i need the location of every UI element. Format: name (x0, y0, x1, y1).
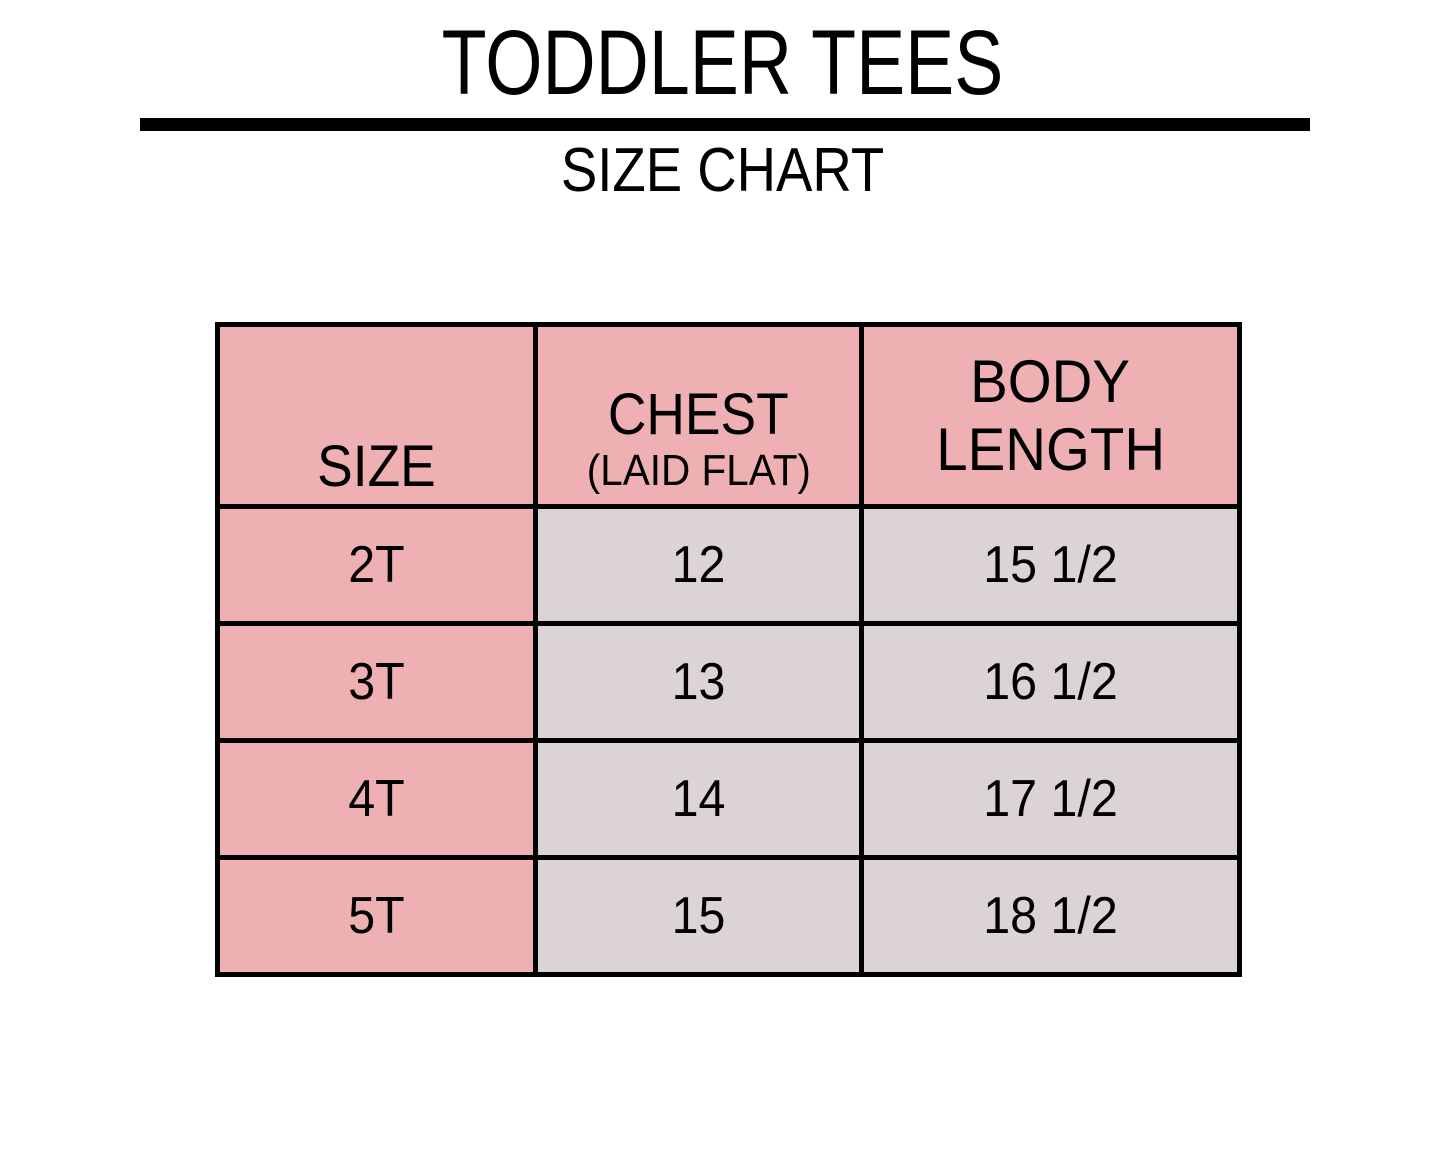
cell-body-length-value: 16 1/2 (983, 653, 1118, 711)
cell-chest: 12 (533, 504, 864, 626)
cell-body-length: 15 1/2 (859, 504, 1242, 626)
title-block: TODDLER TEES SIZE CHART (0, 0, 1445, 205)
cell-size: 4T (215, 738, 538, 860)
cell-size: 3T (215, 621, 538, 743)
table-body: 2T 12 15 1/2 3T 13 16 1/2 4T (215, 504, 1242, 977)
cell-size: 2T (215, 504, 538, 626)
cell-size-value: 5T (348, 887, 405, 945)
table-row: 2T 12 15 1/2 (215, 504, 1242, 626)
column-header-size-label: SIZE (317, 433, 436, 499)
cell-chest: 14 (533, 738, 864, 860)
cell-chest-value: 15 (671, 887, 726, 945)
cell-size: 5T (215, 855, 538, 977)
page-title: TODDLER TEES (441, 12, 1004, 114)
cell-body-length: 18 1/2 (859, 855, 1242, 977)
cell-body-length-value: 18 1/2 (983, 887, 1118, 945)
cell-chest-value: 14 (671, 770, 726, 828)
cell-chest: 13 (533, 621, 864, 743)
column-header-body-length: BODY LENGTH (859, 322, 1242, 509)
cell-body-length-value: 17 1/2 (983, 770, 1118, 828)
table-row: 5T 15 18 1/2 (215, 855, 1242, 977)
cell-body-length: 17 1/2 (859, 738, 1242, 860)
cell-size-value: 2T (348, 536, 405, 594)
cell-body-length: 16 1/2 (859, 621, 1242, 743)
column-header-body-length-line1: BODY (970, 347, 1131, 415)
title-divider-rule (140, 118, 1310, 131)
column-header-chest-label: CHEST (608, 381, 789, 447)
column-header-body-length-line2: LENGTH (936, 415, 1165, 483)
column-header-chest-sublabel: (LAID FLAT) (586, 445, 811, 495)
size-chart-table: SIZE CHEST (LAID FLAT) BODY LENGTH 2T (215, 322, 1242, 977)
cell-size-value: 3T (348, 653, 405, 711)
cell-body-length-value: 15 1/2 (983, 536, 1118, 594)
page-subtitle: SIZE CHART (560, 136, 885, 205)
header-row: SIZE CHEST (LAID FLAT) BODY LENGTH (215, 322, 1242, 509)
cell-chest-value: 12 (671, 536, 726, 594)
table-row: 4T 14 17 1/2 (215, 738, 1242, 860)
table-header: SIZE CHEST (LAID FLAT) BODY LENGTH (215, 322, 1242, 509)
column-header-chest: CHEST (LAID FLAT) (533, 322, 864, 509)
table-row: 3T 13 16 1/2 (215, 621, 1242, 743)
cell-size-value: 4T (348, 770, 405, 828)
cell-chest: 15 (533, 855, 864, 977)
cell-chest-value: 13 (671, 653, 726, 711)
column-header-size: SIZE (215, 322, 538, 509)
